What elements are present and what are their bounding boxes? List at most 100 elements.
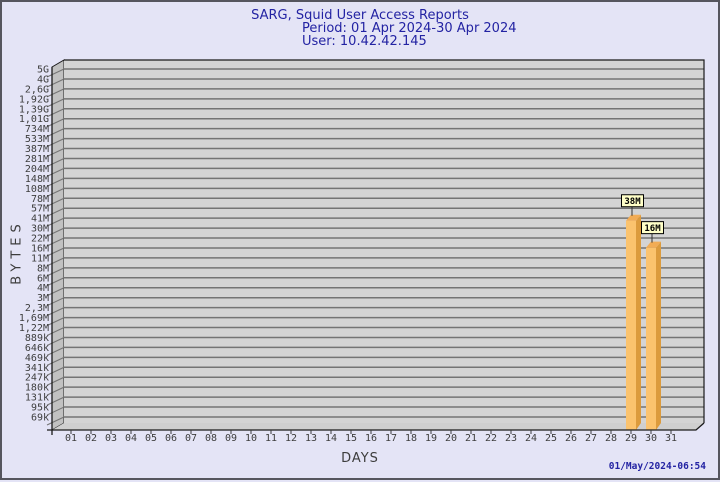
x-tick-label: 18: [405, 433, 417, 444]
x-tick-label: 15: [345, 433, 357, 444]
y-tick: [46, 247, 65, 257]
y-tick: [46, 257, 65, 267]
bar-value-box: [621, 194, 644, 208]
y-tick-label: 2,3M: [25, 303, 49, 314]
y-tick: [46, 396, 65, 406]
y-tick: [46, 217, 65, 227]
x-tick-label: 23: [505, 433, 517, 444]
y-tick-label: 22M: [31, 234, 49, 245]
bar-front: [646, 247, 656, 430]
x-tick-label: 11: [265, 433, 277, 444]
y-tick: [46, 327, 65, 337]
x-tick-label: 29: [625, 433, 637, 444]
x-tick-label: 03: [105, 433, 117, 444]
chart-title: SARG, Squid User Access Reports: [251, 8, 469, 23]
y-tick: [46, 356, 65, 366]
x-tick-label: 26: [565, 433, 577, 444]
y-tick-label: 1,01G: [19, 114, 49, 125]
x-tick-label: 20: [445, 433, 457, 444]
x-tick-label: 13: [305, 433, 317, 444]
chart-period: Period: 01 Apr 2024-30 Apr 2024: [302, 21, 517, 36]
y-tick: [46, 108, 65, 118]
plot-floor: [52, 423, 704, 430]
x-tick-label: 02: [85, 433, 97, 444]
y-tick-label: 533M: [25, 134, 49, 145]
x-tick-label: 21: [465, 433, 477, 444]
y-tick: [46, 386, 65, 396]
x-tick-label: 24: [525, 433, 537, 444]
x-tick-label: 22: [485, 433, 497, 444]
axis-base: [47, 67, 705, 435]
y-tick-label: 4G: [37, 74, 49, 85]
x-tick-label: 31: [665, 433, 677, 444]
y-tick-label: 78M: [31, 194, 49, 205]
y-tick: [46, 317, 65, 327]
x-tick-label: 06: [165, 433, 177, 444]
y-tick-label: 1,39G: [19, 104, 49, 115]
y-tick-label: 11M: [31, 253, 49, 264]
bar-top: [646, 241, 661, 248]
y-tick-label: 387M: [25, 144, 49, 155]
y-tick: [46, 148, 65, 158]
y-tick: [46, 88, 65, 98]
y-tick: [46, 118, 65, 128]
generated-timestamp: 01/May/2024-06:54: [608, 461, 706, 472]
x-tick-label: 19: [425, 433, 437, 444]
y-tick: [46, 98, 65, 108]
y-tick: [46, 416, 65, 426]
y-tick-label: 6M: [37, 273, 49, 284]
y-tick: [46, 227, 65, 237]
y-tick-label: 1,22M: [19, 323, 49, 334]
y-tick-label: 4M: [37, 283, 49, 294]
y-tick-label: 57M: [31, 204, 49, 215]
y-tick-label: 3M: [37, 293, 49, 304]
y-tick: [46, 267, 65, 277]
y-tick-label: 108M: [25, 184, 49, 195]
y-tick: [46, 346, 65, 356]
x-tick-label: 14: [325, 433, 337, 444]
bar-front: [626, 220, 636, 430]
x-tick-label: 07: [185, 433, 197, 444]
y-tick: [46, 177, 65, 187]
plot-left-wall: [51, 59, 65, 431]
y-tick-label: 889k: [25, 333, 49, 344]
plot-border: [64, 59, 705, 423]
y-tick: [46, 376, 65, 386]
y-tick: [46, 406, 65, 416]
y-tick: [46, 197, 65, 207]
y-tick: [46, 128, 65, 138]
x-tick-label: 09: [225, 433, 237, 444]
y-tick-label: 281M: [25, 154, 49, 165]
y-tick-label: 204M: [25, 164, 49, 175]
y-axis-title: BYTES: [9, 219, 25, 285]
bar-side: [656, 241, 661, 430]
x-tick-label: 17: [385, 433, 397, 444]
y-tick-label: 180k: [25, 383, 49, 394]
x-tick-label: 27: [585, 433, 597, 444]
y-tick: [46, 207, 65, 217]
y-tick: [46, 297, 65, 307]
x-tick-label: 12: [285, 433, 297, 444]
x-tick-label: 28: [605, 433, 617, 444]
x-tick-label: 25: [545, 433, 557, 444]
y-tick-label: 95k: [31, 403, 49, 414]
y-tick: [46, 68, 65, 78]
y-tick: [46, 167, 65, 177]
plot-area: [64, 60, 704, 423]
y-tick: [46, 307, 65, 317]
y-tick-label: 469k: [25, 353, 49, 364]
y-tick-label: 30M: [31, 224, 49, 235]
y-tick-label: 69k: [31, 413, 49, 424]
y-tick-label: 5G: [37, 65, 49, 76]
bar-side: [636, 214, 641, 430]
y-tick-label: 247k: [25, 373, 49, 384]
y-tick: [46, 138, 65, 148]
y-tick: [46, 366, 65, 376]
bar-top: [626, 214, 641, 221]
y-tick-label: 41M: [31, 214, 49, 225]
chart-user: User: 10.42.42.145: [302, 34, 427, 49]
x-tick-label: 16: [365, 433, 377, 444]
y-tick-label: 1,92G: [19, 94, 49, 105]
